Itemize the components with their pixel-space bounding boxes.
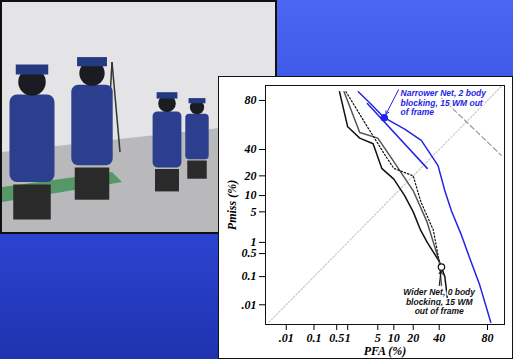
svg-text:40: 40 — [432, 331, 445, 345]
svg-text:20: 20 — [244, 169, 257, 183]
svg-text:0.5: 0.5 — [241, 246, 257, 261]
svg-text:5: 5 — [251, 205, 257, 219]
svg-text:0.1: 0.1 — [306, 331, 321, 345]
svg-text:80: 80 — [245, 93, 257, 107]
svg-text:Pmiss (%): Pmiss (%) — [225, 180, 239, 230]
svg-text:5: 5 — [374, 331, 381, 345]
svg-text:Wider Net, 0 bodyblocking, 15: Wider Net, 0 bodyblocking, 15 WMout of f… — [403, 287, 476, 316]
svg-text:80: 80 — [482, 331, 494, 345]
svg-text:0.1: 0.1 — [242, 269, 257, 283]
svg-text:PFA (%): PFA (%) — [364, 344, 407, 358]
svg-text:1: 1 — [345, 331, 351, 345]
svg-text:.01: .01 — [242, 298, 257, 312]
svg-text:20: 20 — [406, 331, 419, 345]
svg-text:40: 40 — [244, 142, 257, 156]
svg-text:10: 10 — [387, 331, 400, 345]
svg-text:.01: .01 — [279, 331, 294, 345]
svg-text:10: 10 — [245, 188, 257, 202]
svg-text:0.5: 0.5 — [329, 331, 344, 345]
svg-text:Narrower Net, 2 bodyblocking,: Narrower Net, 2 bodyblocking, 15 WM outo… — [401, 88, 488, 117]
svg-text:1: 1 — [251, 235, 257, 249]
